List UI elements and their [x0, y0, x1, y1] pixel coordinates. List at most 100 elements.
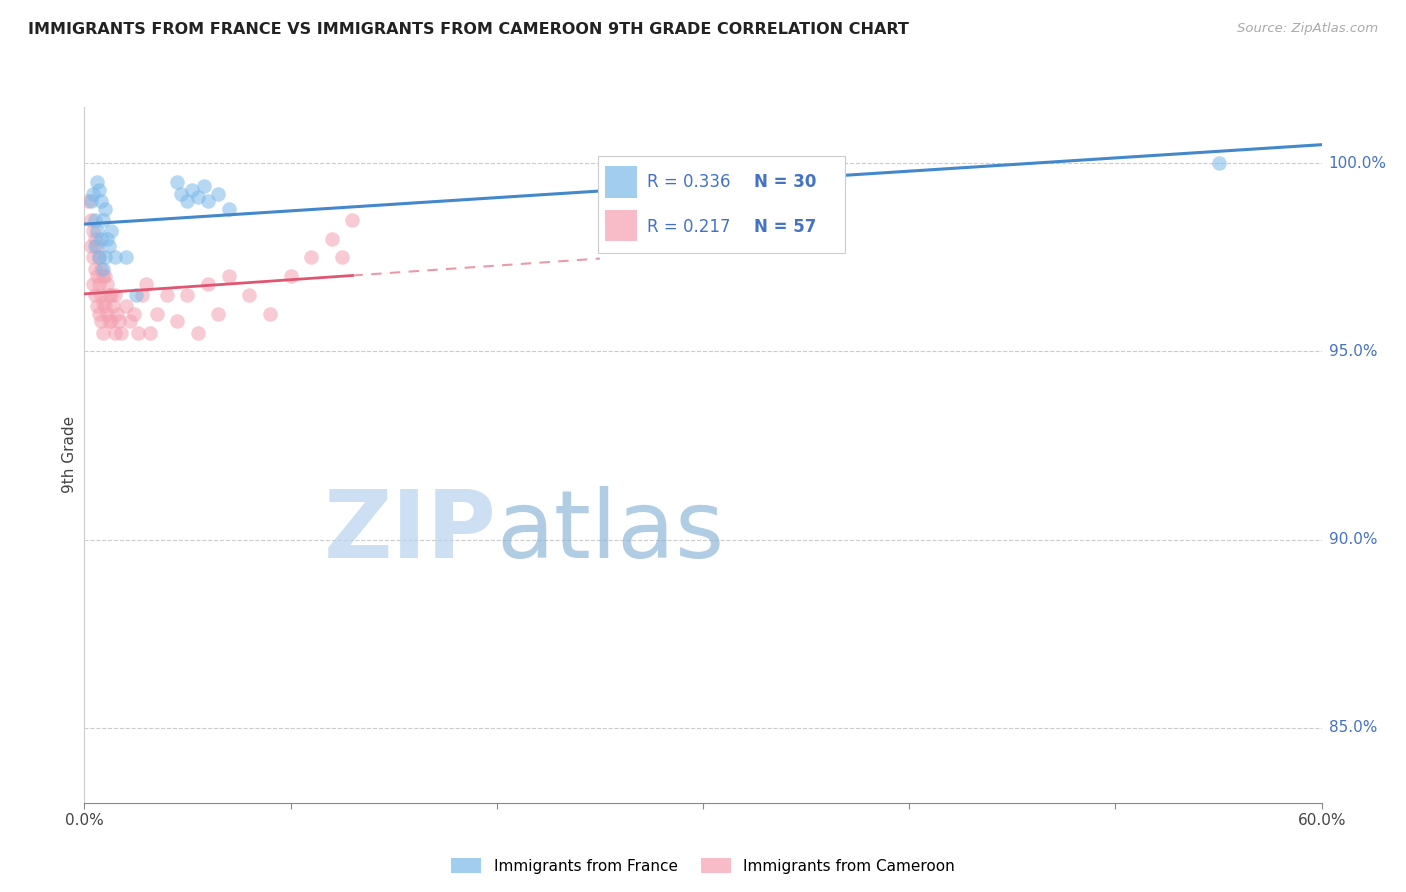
Text: R = 0.336: R = 0.336 [647, 173, 731, 191]
Point [82, 186, 104, 201]
Point [87, 251, 110, 265]
Point [83, 288, 105, 302]
Y-axis label: 9th Grade: 9th Grade [62, 417, 77, 493]
Point [98, 239, 121, 253]
Point [207, 307, 229, 321]
Point [86, 224, 108, 238]
Point [1208, 156, 1230, 170]
Point [87, 251, 110, 265]
Point [86, 239, 108, 253]
Text: N = 30: N = 30 [754, 173, 815, 191]
Point [86, 299, 108, 313]
Point [83, 239, 105, 253]
Point [104, 288, 127, 302]
Text: IMMIGRANTS FROM FRANCE VS IMMIGRANTS FROM CAMEROON 9TH GRADE CORRELATION CHART: IMMIGRANTS FROM FRANCE VS IMMIGRANTS FRO… [28, 22, 910, 37]
Point [96, 277, 118, 291]
Point [135, 277, 157, 291]
Point [90, 261, 112, 276]
Point [91, 261, 114, 276]
Point [90, 288, 112, 302]
Point [83, 232, 105, 246]
Text: N = 57: N = 57 [754, 218, 815, 235]
Point [82, 277, 104, 291]
Point [125, 288, 148, 302]
Point [110, 326, 132, 340]
Point [94, 269, 117, 284]
Point [90, 314, 112, 328]
Point [176, 194, 198, 208]
Point [91, 269, 114, 284]
Point [342, 212, 364, 227]
Point [91, 326, 114, 340]
Point [108, 314, 131, 328]
Point [87, 183, 110, 197]
Point [104, 251, 127, 265]
Point [330, 251, 353, 265]
Point [91, 295, 114, 310]
Point [105, 307, 128, 321]
Bar [605, 167, 637, 198]
Point [86, 269, 108, 284]
Point [82, 251, 104, 265]
Text: atlas: atlas [496, 486, 725, 578]
Text: 95.0%: 95.0% [1329, 344, 1376, 359]
Bar [605, 211, 637, 242]
Point [83, 212, 105, 227]
Point [122, 307, 145, 321]
Point [87, 307, 110, 321]
Point [114, 251, 136, 265]
Point [100, 224, 122, 238]
Point [145, 307, 167, 321]
Point [321, 232, 343, 246]
Point [90, 194, 112, 208]
Point [94, 299, 117, 313]
Point [79, 212, 101, 227]
Point [87, 277, 110, 291]
Point [100, 314, 122, 328]
Point [197, 194, 219, 208]
Text: ZIP: ZIP [323, 486, 496, 578]
Point [218, 269, 240, 284]
Point [197, 277, 219, 291]
Point [280, 269, 302, 284]
Point [127, 326, 149, 340]
Point [79, 239, 101, 253]
Point [96, 307, 118, 321]
Point [98, 314, 121, 328]
Point [114, 299, 136, 313]
Point [299, 251, 322, 265]
Point [187, 190, 209, 204]
Point [118, 314, 141, 328]
Point [170, 186, 193, 201]
Point [139, 326, 162, 340]
Point [104, 326, 127, 340]
Point [131, 288, 153, 302]
Point [103, 299, 125, 313]
Point [218, 202, 240, 216]
Text: 100.0%: 100.0% [1329, 156, 1386, 171]
FancyBboxPatch shape [598, 156, 845, 253]
Point [166, 175, 188, 189]
Legend: Immigrants from France, Immigrants from Cameroon: Immigrants from France, Immigrants from … [444, 852, 962, 880]
Text: R = 0.217: R = 0.217 [647, 218, 731, 235]
Point [187, 326, 209, 340]
Point [79, 194, 101, 208]
Point [166, 314, 188, 328]
Point [90, 232, 112, 246]
Point [176, 288, 198, 302]
Text: Source: ZipAtlas.com: Source: ZipAtlas.com [1237, 22, 1378, 36]
Point [100, 288, 122, 302]
Point [180, 183, 202, 197]
Point [193, 179, 215, 194]
Point [94, 251, 117, 265]
Point [82, 224, 104, 238]
Point [91, 212, 114, 227]
Point [259, 307, 281, 321]
Point [207, 186, 229, 201]
Point [83, 261, 105, 276]
Point [86, 175, 108, 189]
Point [96, 232, 118, 246]
Point [98, 288, 121, 302]
Point [156, 288, 179, 302]
Text: 85.0%: 85.0% [1329, 720, 1376, 735]
